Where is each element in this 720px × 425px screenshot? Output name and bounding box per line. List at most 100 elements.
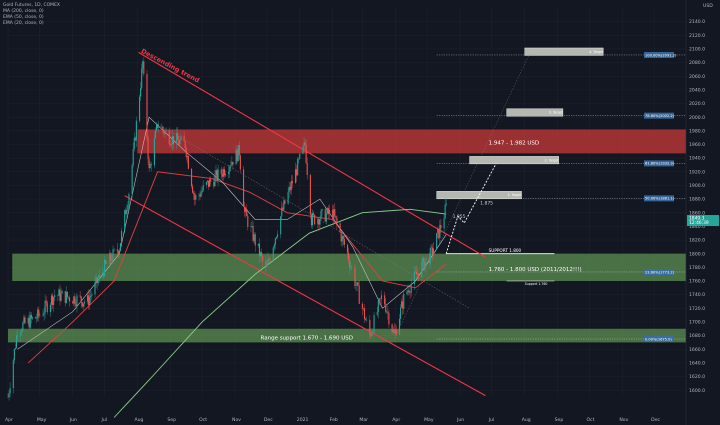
- candle-body: [45, 300, 47, 303]
- candle-body: [384, 295, 386, 305]
- last-price-tag: [687, 215, 719, 227]
- x-tick-label: Apr: [392, 417, 400, 423]
- candle-body: [127, 204, 129, 210]
- candle-body: [253, 234, 255, 241]
- candle-body: [112, 249, 114, 262]
- candle-body: [328, 209, 331, 214]
- candle-body: [320, 210, 322, 219]
- candle-body: [111, 260, 113, 262]
- candle-body: [422, 257, 424, 262]
- candle-body: [73, 296, 75, 304]
- candle-body: [199, 194, 201, 197]
- candle-body: [391, 324, 393, 332]
- candle-body: [415, 271, 418, 275]
- candle-body: [105, 259, 107, 264]
- candle-body: [169, 144, 171, 146]
- candle-body: [154, 130, 157, 139]
- price-axis[interactable]: 1600.0 1620.0 1640.0 1660.0 1680.0 1700.0 1720…: [685, 0, 720, 425]
- fib-box: [644, 268, 674, 275]
- candle-body: [385, 304, 387, 312]
- legend-ema50[interactable]: EMA (50, close, 0): [3, 14, 44, 20]
- candle-body: [444, 204, 446, 219]
- x-tick-label: Apr: [5, 417, 13, 423]
- y-tick-label: 1600.0: [689, 388, 705, 394]
- candle-body: [268, 258, 270, 260]
- fib-label: 50.00%(1881.1): [645, 197, 675, 201]
- candle-body: [44, 300, 46, 313]
- candle-body: [171, 136, 174, 145]
- y-tick-label: 1980.0: [689, 128, 705, 134]
- candle-body: [358, 285, 360, 304]
- candle-body: [202, 184, 204, 191]
- candle-body: [35, 317, 37, 319]
- candle-body: [340, 232, 342, 242]
- candle-body: [148, 159, 150, 169]
- candle-body: [398, 318, 401, 335]
- candle-body: [176, 133, 178, 145]
- candle-body: [296, 169, 298, 176]
- candle-body: [229, 166, 231, 172]
- candle-body: [303, 142, 305, 147]
- candle-body: [68, 297, 71, 302]
- target-label: 4. Target: [589, 50, 604, 54]
- candle-body: [28, 317, 30, 328]
- candle-body: [66, 291, 68, 298]
- y-tick-label: 1720.0: [689, 306, 705, 312]
- candle-body: [102, 272, 105, 277]
- y-tick-label: 1880.0: [689, 197, 705, 203]
- candle-body: [75, 304, 77, 307]
- candle-body: [133, 137, 135, 149]
- candle-body: [325, 213, 327, 222]
- candle-body: [149, 164, 151, 169]
- candle-body: [195, 195, 197, 200]
- candle-body: [162, 126, 164, 131]
- candle-body: [205, 182, 207, 185]
- candle-body: [317, 219, 319, 225]
- candle-body: [96, 277, 98, 284]
- candle-body: [76, 295, 78, 307]
- candle-body: [273, 244, 275, 248]
- y-tick-label: 1800.0: [689, 251, 705, 257]
- x-tick-label: Oct: [586, 417, 594, 423]
- candle-body: [161, 126, 163, 128]
- candle-body: [220, 169, 222, 174]
- candle-body: [265, 261, 267, 267]
- price-annotation: 1.855: [453, 214, 466, 220]
- legend-ema20[interactable]: EMA (20, close, 0): [3, 20, 44, 26]
- candle-body: [284, 200, 286, 204]
- candle-body: [290, 181, 292, 191]
- y-tick-label: 2100.0: [689, 47, 705, 53]
- candle-body: [370, 334, 372, 337]
- candle-body: [8, 393, 10, 398]
- candle-body: [287, 192, 289, 204]
- candle-body: [380, 295, 383, 299]
- candle-body: [252, 226, 254, 241]
- candle-body: [361, 303, 363, 309]
- legend-symbol[interactable]: Gold Futures, 1D, COMEX: [3, 2, 60, 8]
- candle-body: [341, 235, 343, 242]
- candle-body: [142, 61, 144, 69]
- candle-body: [355, 285, 357, 286]
- x-tick-label: Dec: [651, 417, 660, 423]
- candle-body: [21, 330, 23, 333]
- candle-body: [27, 317, 29, 324]
- candle-body: [198, 194, 200, 196]
- candle-body: [22, 322, 24, 331]
- candle-body: [438, 228, 440, 239]
- candle-body: [336, 217, 338, 224]
- candle-body: [119, 243, 122, 251]
- candle-body: [146, 73, 148, 138]
- candle-body: [232, 161, 234, 165]
- x-tick-label: Jul: [101, 417, 108, 423]
- candle-body: [38, 309, 40, 316]
- candle-body: [306, 163, 308, 176]
- candle-body: [258, 243, 261, 257]
- candle-body: [346, 244, 349, 253]
- candle-body: [200, 192, 202, 197]
- candle-body: [439, 225, 441, 239]
- candle-body: [445, 203, 447, 205]
- legend-ma200[interactable]: MA (200, close, 0): [3, 8, 44, 14]
- time-axis[interactable]: Apr May Jun Jul Aug Sep Oct Nov Dec 2021 Feb Mar Apr…: [5, 417, 661, 423]
- candle-body: [184, 141, 186, 149]
